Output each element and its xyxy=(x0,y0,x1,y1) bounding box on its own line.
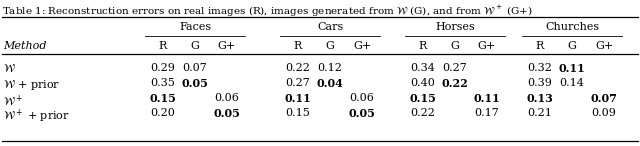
Text: 0.15: 0.15 xyxy=(150,93,177,104)
Text: Cars: Cars xyxy=(317,22,343,32)
Text: R: R xyxy=(159,41,167,51)
Text: 0.27: 0.27 xyxy=(285,78,310,88)
Text: 0.11: 0.11 xyxy=(285,93,312,104)
Text: 0.04: 0.04 xyxy=(317,78,344,89)
Text: R: R xyxy=(419,41,427,51)
Text: 0.15: 0.15 xyxy=(410,93,436,104)
Text: 0.39: 0.39 xyxy=(527,78,552,88)
Text: 0.29: 0.29 xyxy=(150,63,175,73)
Text: 0.05: 0.05 xyxy=(349,108,376,119)
Text: 0.05: 0.05 xyxy=(214,108,241,119)
Text: $\mathcal{W}^+$ + prior: $\mathcal{W}^+$ + prior xyxy=(3,108,70,125)
Text: 0.06: 0.06 xyxy=(349,93,374,103)
Text: Horses: Horses xyxy=(435,22,475,32)
Text: $\mathcal{W}^+$: $\mathcal{W}^+$ xyxy=(3,93,23,108)
Text: G+: G+ xyxy=(353,41,371,51)
Text: 0.40: 0.40 xyxy=(411,78,435,88)
Text: 0.11: 0.11 xyxy=(559,63,586,74)
Text: Method: Method xyxy=(3,41,47,51)
Text: 0.11: 0.11 xyxy=(474,93,500,104)
Text: G+: G+ xyxy=(595,41,613,51)
Text: 0.22: 0.22 xyxy=(285,63,310,73)
Text: R: R xyxy=(536,41,544,51)
Text: 0.15: 0.15 xyxy=(285,108,310,118)
Text: 0.17: 0.17 xyxy=(475,108,499,118)
Text: Faces: Faces xyxy=(179,22,211,32)
Text: G: G xyxy=(326,41,335,51)
Text: 0.07: 0.07 xyxy=(182,63,207,73)
Text: 0.14: 0.14 xyxy=(559,78,584,88)
Text: 0.22: 0.22 xyxy=(411,108,435,118)
Text: Churches: Churches xyxy=(545,22,599,32)
Text: 0.07: 0.07 xyxy=(591,93,618,104)
Text: 0.32: 0.32 xyxy=(527,63,552,73)
Text: G: G xyxy=(568,41,577,51)
Text: 0.34: 0.34 xyxy=(411,63,435,73)
Text: R: R xyxy=(294,41,302,51)
Text: 0.09: 0.09 xyxy=(591,108,616,118)
Text: 0.27: 0.27 xyxy=(443,63,467,73)
Text: Table 1: Reconstruction errors on real images (R), images generated from $\mathc: Table 1: Reconstruction errors on real i… xyxy=(2,4,532,19)
Text: G+: G+ xyxy=(218,41,236,51)
Text: $\mathcal{W}$: $\mathcal{W}$ xyxy=(3,63,16,74)
Text: $\mathcal{W}$ + prior: $\mathcal{W}$ + prior xyxy=(3,78,60,92)
Text: 0.35: 0.35 xyxy=(150,78,175,88)
Text: 0.12: 0.12 xyxy=(317,63,342,73)
Text: 0.20: 0.20 xyxy=(150,108,175,118)
Text: 0.21: 0.21 xyxy=(527,108,552,118)
Text: 0.06: 0.06 xyxy=(214,93,239,103)
Text: 0.13: 0.13 xyxy=(527,93,554,104)
Text: G: G xyxy=(191,41,200,51)
Text: G+: G+ xyxy=(478,41,496,51)
Text: G: G xyxy=(451,41,460,51)
Text: 0.22: 0.22 xyxy=(442,78,468,89)
Text: 0.05: 0.05 xyxy=(182,78,209,89)
